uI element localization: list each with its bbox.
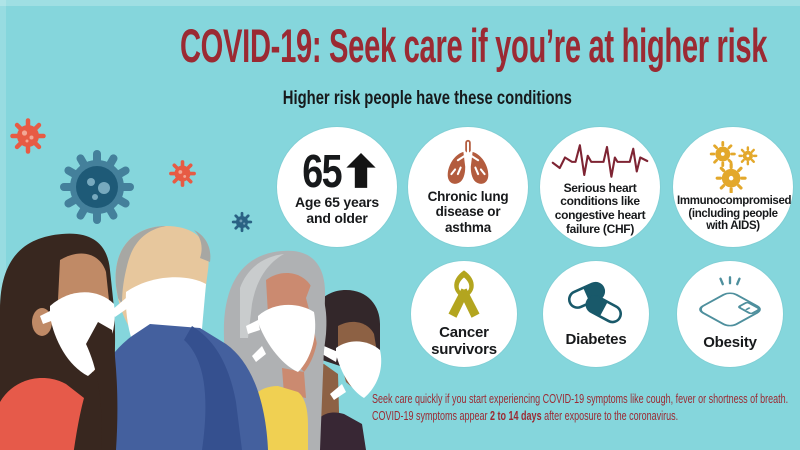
condition-circle-age-65: 65 Age 65 years and older bbox=[277, 127, 397, 247]
page-title: COVID-19: Seek care if you’re at higher … bbox=[179, 19, 768, 72]
condition-circle-heart: Serious heart conditions like congestive… bbox=[540, 127, 660, 247]
footer-text-after: after exposure to the coronavirus. bbox=[541, 408, 679, 423]
up-arrow-icon bbox=[345, 152, 376, 188]
condition-circle-obesity: Obesity bbox=[677, 261, 783, 367]
condition-label: Immunocompromised (including people with… bbox=[677, 194, 792, 233]
virus-cells-icon bbox=[709, 140, 758, 193]
footer-warning: Seek care quickly if you start experienc… bbox=[372, 391, 793, 424]
coronavirus-red-icon bbox=[10, 118, 46, 154]
edge-highlight-top bbox=[0, 0, 800, 6]
condition-label: Cancer survivors bbox=[431, 323, 497, 358]
condition-circle-diabetes: Diabetes bbox=[543, 261, 649, 367]
coronavirus-red-small-icon bbox=[169, 160, 196, 187]
condition-label: Chronic lung disease or asthma bbox=[427, 189, 509, 235]
weight-scale-icon bbox=[699, 276, 761, 327]
pills-icon bbox=[567, 281, 622, 324]
ekg-heartbeat-icon bbox=[551, 144, 649, 178]
condition-circle-cancer: Cancer survivors bbox=[411, 261, 517, 367]
lungs-icon bbox=[447, 140, 489, 184]
figure-older-man bbox=[82, 226, 268, 450]
edge-highlight-left bbox=[0, 0, 6, 450]
condition-label: Age 65 years and older bbox=[295, 193, 379, 226]
people-illustration bbox=[0, 226, 382, 450]
condition-label: Serious heart conditions like congestive… bbox=[554, 180, 646, 236]
condition-circle-chronic-lung: Chronic lung disease or asthma bbox=[408, 127, 528, 247]
figure-woman-dark-hair bbox=[0, 233, 118, 450]
footer-text-bold: 2 to 14 days bbox=[490, 408, 542, 423]
coronavirus-teal-large-icon bbox=[60, 150, 134, 224]
condition-label: Obesity bbox=[703, 334, 757, 352]
awareness-ribbon-icon bbox=[448, 269, 480, 318]
condition-circle-immunocompromised: Immunocompromised (including people with… bbox=[673, 127, 793, 247]
condition-label: Diabetes bbox=[565, 331, 627, 349]
footer-text-before: Seek care quickly if you start experienc… bbox=[372, 392, 789, 423]
page-subtitle: Higher risk people have these conditions bbox=[282, 88, 572, 109]
age-65-number: 65 bbox=[302, 144, 343, 197]
coronavirus-teal-small-icon bbox=[231, 211, 253, 233]
age-65-figure: 65 bbox=[298, 144, 376, 197]
